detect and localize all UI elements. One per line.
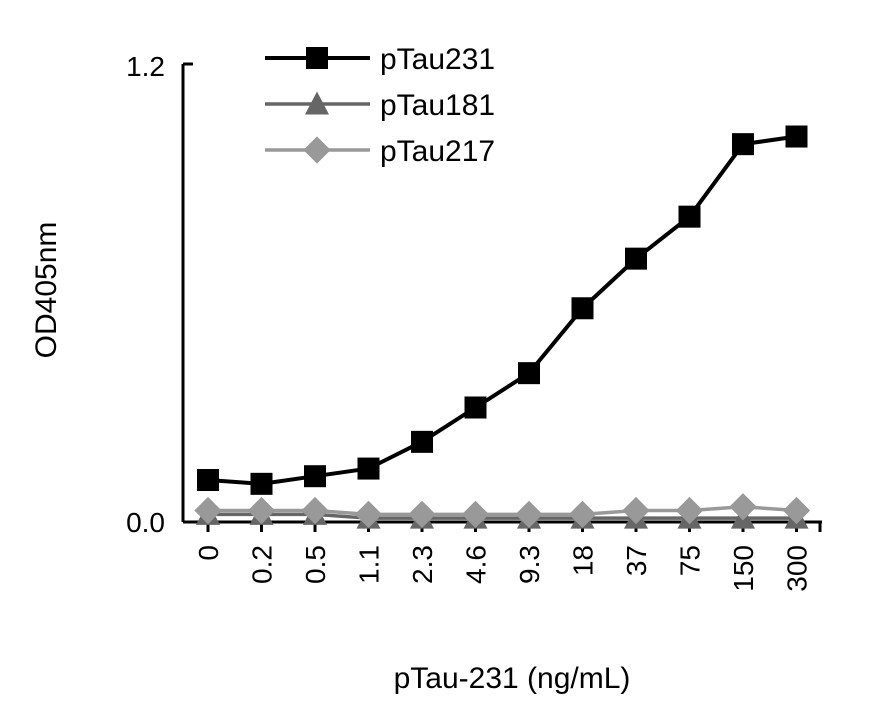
data-point: [518, 362, 540, 385]
x-tick-label: 1.1: [354, 545, 385, 584]
data-point: [782, 496, 811, 525]
legend-label: pTau217: [380, 135, 495, 168]
data-point: [732, 133, 754, 156]
data-point: [301, 496, 329, 525]
data-point: [354, 500, 383, 529]
legend-swatch-marker: [305, 91, 329, 115]
legend-swatch-marker: [306, 47, 328, 69]
x-tick-label: 0.5: [300, 545, 331, 584]
data-point: [247, 496, 276, 525]
y-axis-title: OD405nm: [30, 222, 63, 359]
data-point: [515, 500, 543, 529]
x-tick-label: 18: [568, 545, 599, 576]
data-point: [622, 496, 650, 525]
data-point: [785, 125, 808, 148]
y-tick-label-1: 1.2: [126, 51, 165, 82]
legend-label: pTau231: [380, 43, 495, 76]
series-line: [207, 134, 797, 486]
legend-item: pTau217: [265, 135, 495, 168]
data-point: [304, 465, 326, 488]
data-point: [675, 496, 704, 525]
data-point: [568, 500, 597, 529]
data-point: [625, 247, 647, 270]
legend-label: pTau181: [380, 89, 495, 122]
x-axis-title: pTau-231 (ng/mL): [394, 662, 631, 695]
x-tick-label: 0.2: [247, 545, 278, 584]
legend-swatch-marker: [303, 136, 331, 164]
data-point: [194, 496, 222, 525]
series-layer: [194, 125, 811, 529]
data-point: [408, 500, 436, 529]
axes: 0.0 1.2 OD405nm pTau-231 (ng/mL): [30, 51, 822, 695]
x-tick-label: 2.3: [407, 545, 438, 584]
data-point: [729, 493, 757, 521]
y-tick-label-0: 0.0: [126, 507, 165, 538]
data-point: [571, 297, 594, 320]
x-tick-label: 0: [193, 545, 224, 561]
x-tick-label: 150: [728, 545, 759, 592]
legend: pTau231 pTau181 pTau217: [265, 43, 495, 168]
data-point: [411, 430, 433, 453]
data-point: [250, 472, 273, 495]
series-pTau217: [194, 493, 811, 529]
legend-item: pTau181: [265, 89, 495, 122]
x-tick-label: 9.3: [514, 545, 545, 584]
data-point: [678, 205, 701, 228]
data-point: [197, 469, 219, 492]
x-tick-label: 4.6: [461, 545, 492, 584]
x-tick-label: 75: [675, 545, 706, 576]
legend-item: pTau231: [265, 43, 495, 76]
series-pTau231: [197, 125, 808, 495]
x-ticks: 0 0.2 0.5 1.1 2.3 4.6 9.3 18 37 75 150 300: [183, 62, 822, 592]
x-tick-label: 37: [621, 545, 652, 576]
data-point: [357, 457, 380, 480]
x-tick-label: 300: [782, 545, 813, 592]
data-point: [464, 396, 487, 419]
data-point: [461, 500, 490, 529]
